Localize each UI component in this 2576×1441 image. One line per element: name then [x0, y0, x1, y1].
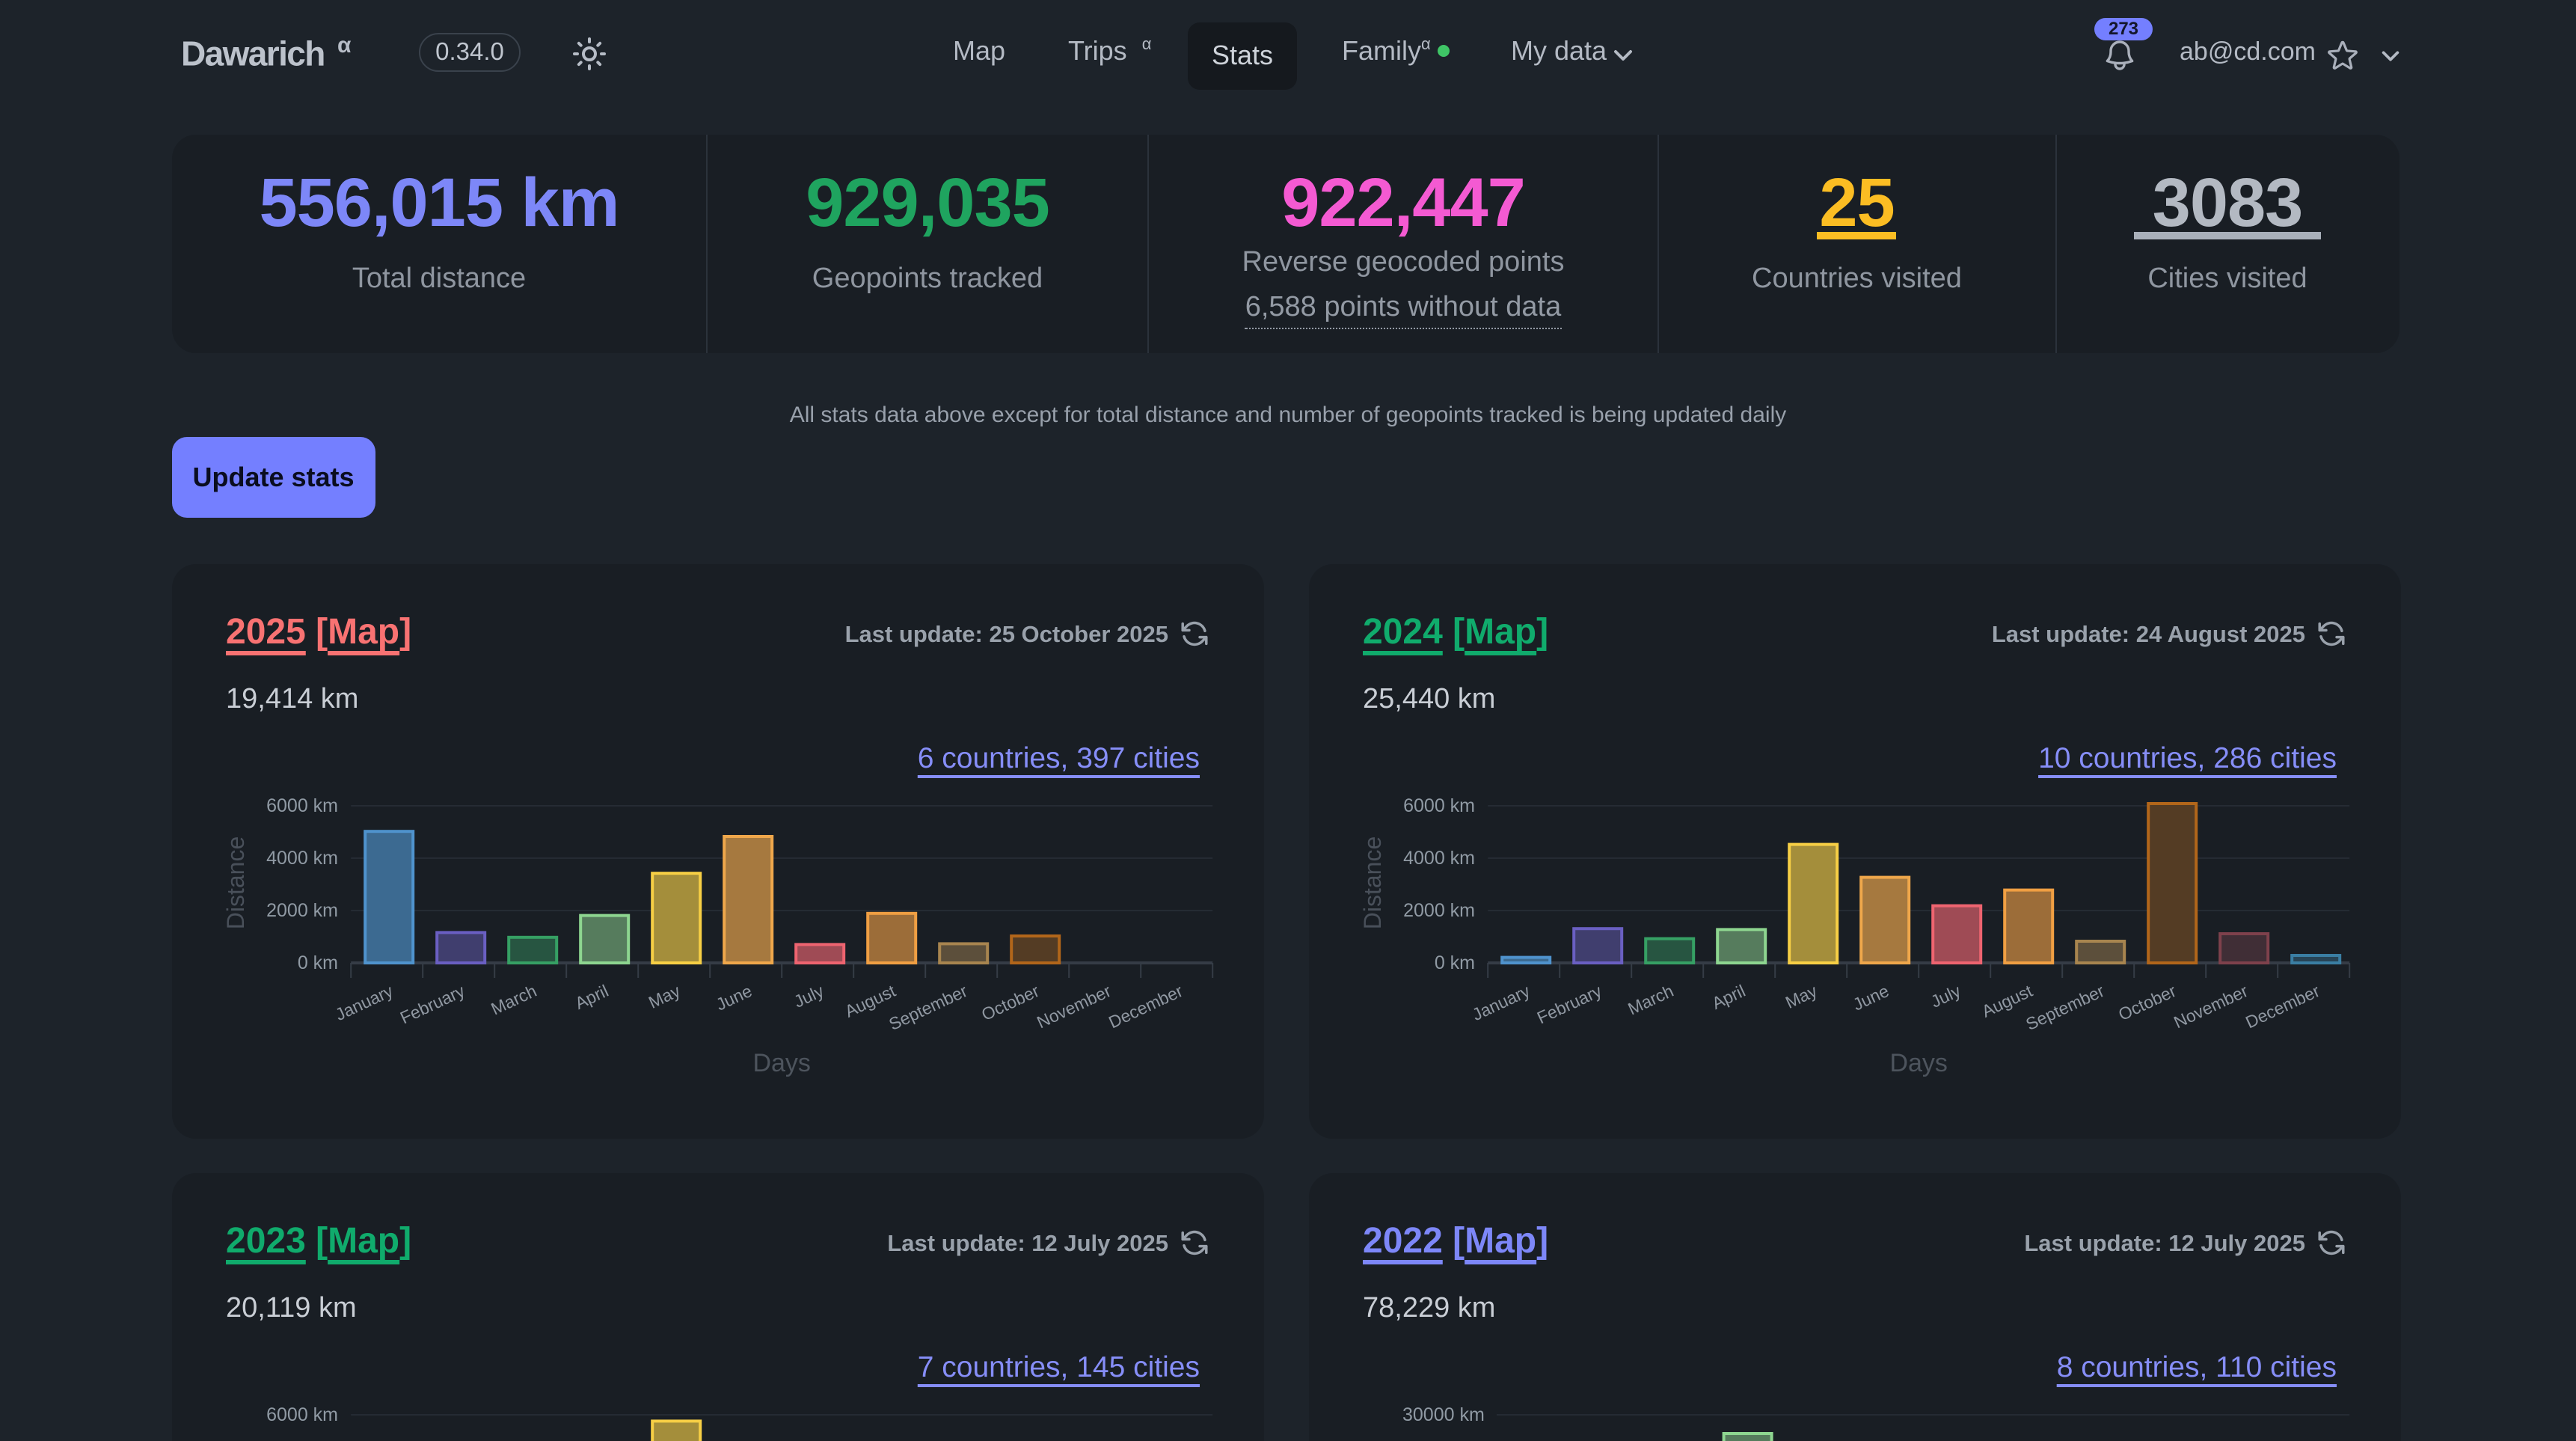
svg-text:May: May: [645, 981, 684, 1012]
svg-text:6000 km: 6000 km: [1403, 795, 1475, 816]
svg-text:February: February: [397, 981, 468, 1028]
svg-text:June: June: [713, 981, 755, 1015]
svg-text:2000 km: 2000 km: [266, 900, 338, 921]
svg-text:September: September: [2023, 981, 2107, 1034]
svg-text:2000 km: 2000 km: [1403, 900, 1475, 921]
svg-text:February: February: [1534, 981, 1605, 1028]
svg-text:30000 km: 30000 km: [1402, 1404, 1485, 1425]
svg-text:0 km: 0 km: [298, 952, 338, 973]
svg-text:October: October: [2115, 981, 2179, 1024]
svg-text:6000 km: 6000 km: [266, 795, 338, 816]
svg-text:Distance: Distance: [222, 836, 249, 930]
svg-text:May: May: [1782, 981, 1821, 1012]
svg-text:Distance: Distance: [1359, 836, 1386, 930]
svg-text:November: November: [2171, 981, 2251, 1032]
svg-text:December: December: [1105, 981, 1186, 1032]
svg-text:June: June: [1850, 981, 1892, 1015]
svg-text:October: October: [978, 981, 1042, 1024]
svg-text:6000 km: 6000 km: [266, 1404, 338, 1425]
svg-text:July: July: [791, 981, 827, 1012]
svg-text:July: July: [1928, 981, 1964, 1012]
svg-text:January: January: [332, 981, 396, 1024]
svg-text:December: December: [2242, 981, 2322, 1032]
svg-text:January: January: [1469, 981, 1533, 1024]
svg-text:March: March: [1625, 981, 1676, 1019]
svg-text:March: March: [488, 981, 539, 1019]
svg-text:Days: Days: [752, 1049, 810, 1077]
svg-text:April: April: [1709, 981, 1749, 1013]
svg-text:Days: Days: [1889, 1049, 1947, 1077]
svg-text:April: April: [572, 981, 612, 1013]
svg-text:4000 km: 4000 km: [1403, 848, 1475, 869]
svg-text:0 km: 0 km: [1435, 952, 1475, 973]
svg-text:November: November: [1034, 981, 1114, 1032]
svg-text:4000 km: 4000 km: [266, 848, 338, 869]
svg-text:September: September: [886, 981, 970, 1034]
